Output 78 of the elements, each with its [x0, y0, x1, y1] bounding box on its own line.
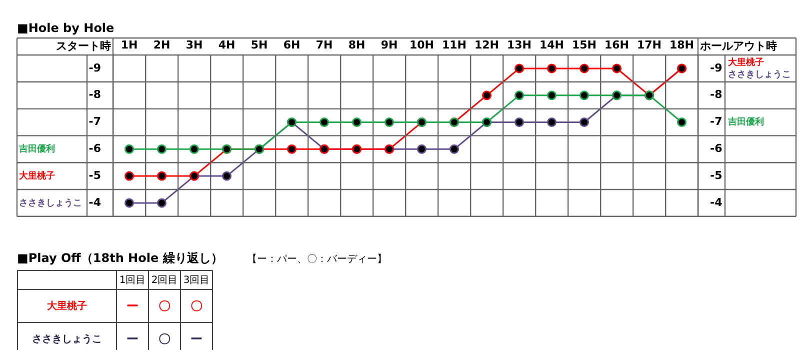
y2-tick-label: -5 — [710, 168, 722, 182]
text: ー — [126, 298, 138, 312]
text: ー — [126, 332, 138, 346]
point — [482, 90, 492, 100]
point — [450, 144, 459, 154]
point — [677, 118, 686, 127]
text: 〇 — [158, 332, 170, 346]
x-tick-label: 18H — [669, 38, 694, 52]
x-tick-label: 17H — [636, 38, 662, 52]
point — [124, 144, 134, 154]
x-tick-label: 5H — [250, 38, 268, 52]
y2-tick-label: -9 — [710, 61, 722, 74]
point — [190, 144, 199, 154]
chart-title: ■Hole by Hole — [17, 21, 114, 35]
point — [124, 171, 134, 181]
point — [547, 90, 556, 100]
category-label: 3回目 — [180, 270, 212, 290]
text: ホールアウト時 — [699, 39, 777, 52]
point — [157, 171, 166, 181]
text: ■Play Off（18th Hole 繰り返し） — [17, 251, 223, 265]
point — [222, 171, 232, 181]
point — [514, 118, 524, 127]
x-tick-label: 11H — [442, 38, 467, 52]
point — [417, 144, 426, 154]
x-tick-label: 14H — [539, 38, 564, 52]
text: 吉田優利 — [19, 144, 55, 154]
category-label: 1回目 — [116, 270, 148, 290]
point — [157, 144, 166, 154]
point — [547, 118, 556, 127]
text: 〇 — [190, 298, 202, 312]
point — [580, 64, 589, 74]
point — [124, 198, 134, 208]
text: 吉田優利 — [727, 116, 764, 128]
point — [287, 144, 296, 154]
text: ささきしょうこ — [728, 68, 791, 80]
text: 【ー：パー、〇：バーディー】 — [246, 254, 387, 265]
x-tick-label: 16H — [604, 38, 630, 52]
point — [612, 64, 622, 74]
text: 〇 — [158, 298, 170, 312]
x-tick-label: 2H — [153, 38, 170, 52]
x-tick-label: 7H — [316, 38, 333, 52]
category-label: 大里桃子 — [47, 301, 87, 312]
x-tick-label: 3H — [186, 38, 203, 52]
text: ささきしょうこ — [19, 198, 82, 208]
point — [580, 90, 589, 100]
y2-tick-label: -4 — [710, 196, 723, 209]
y-tick-label: -9 — [88, 61, 101, 74]
text: スタート時 — [56, 39, 111, 52]
point — [514, 90, 524, 100]
x-tick-label: 9H — [380, 38, 398, 52]
y2-tick-label: -7 — [710, 115, 722, 128]
point — [547, 64, 556, 74]
point — [157, 198, 166, 208]
category-label: 2回目 — [148, 270, 180, 290]
x-tick-label: 8H — [348, 38, 366, 52]
y-tick-label: -8 — [88, 88, 101, 102]
x-tick-label: 15H — [572, 38, 597, 52]
x-tick-label: 1H — [120, 38, 138, 52]
x-tick-label: 13H — [506, 38, 532, 52]
text: 大里桃子 — [728, 56, 764, 68]
point — [514, 64, 524, 74]
x-tick-label: 12H — [474, 38, 500, 52]
point — [352, 118, 362, 127]
x-tick-label: 6H — [283, 38, 300, 52]
point — [580, 118, 589, 127]
x-tick-label: 4H — [218, 38, 236, 52]
y-tick-label: -5 — [88, 168, 101, 182]
x-tick-label: 10H — [409, 38, 434, 52]
y-tick-label: -6 — [88, 142, 102, 156]
point — [384, 118, 394, 127]
y-tick-label: -4 — [88, 196, 102, 209]
category-label: ささきしょうこ — [32, 334, 102, 345]
text: 大里桃子 — [19, 171, 55, 182]
y2-tick-label: -8 — [710, 88, 722, 102]
y-tick-label: -7 — [88, 115, 101, 128]
point — [320, 118, 329, 127]
text: ー — [190, 332, 202, 346]
y2-tick-label: -6 — [710, 142, 723, 156]
